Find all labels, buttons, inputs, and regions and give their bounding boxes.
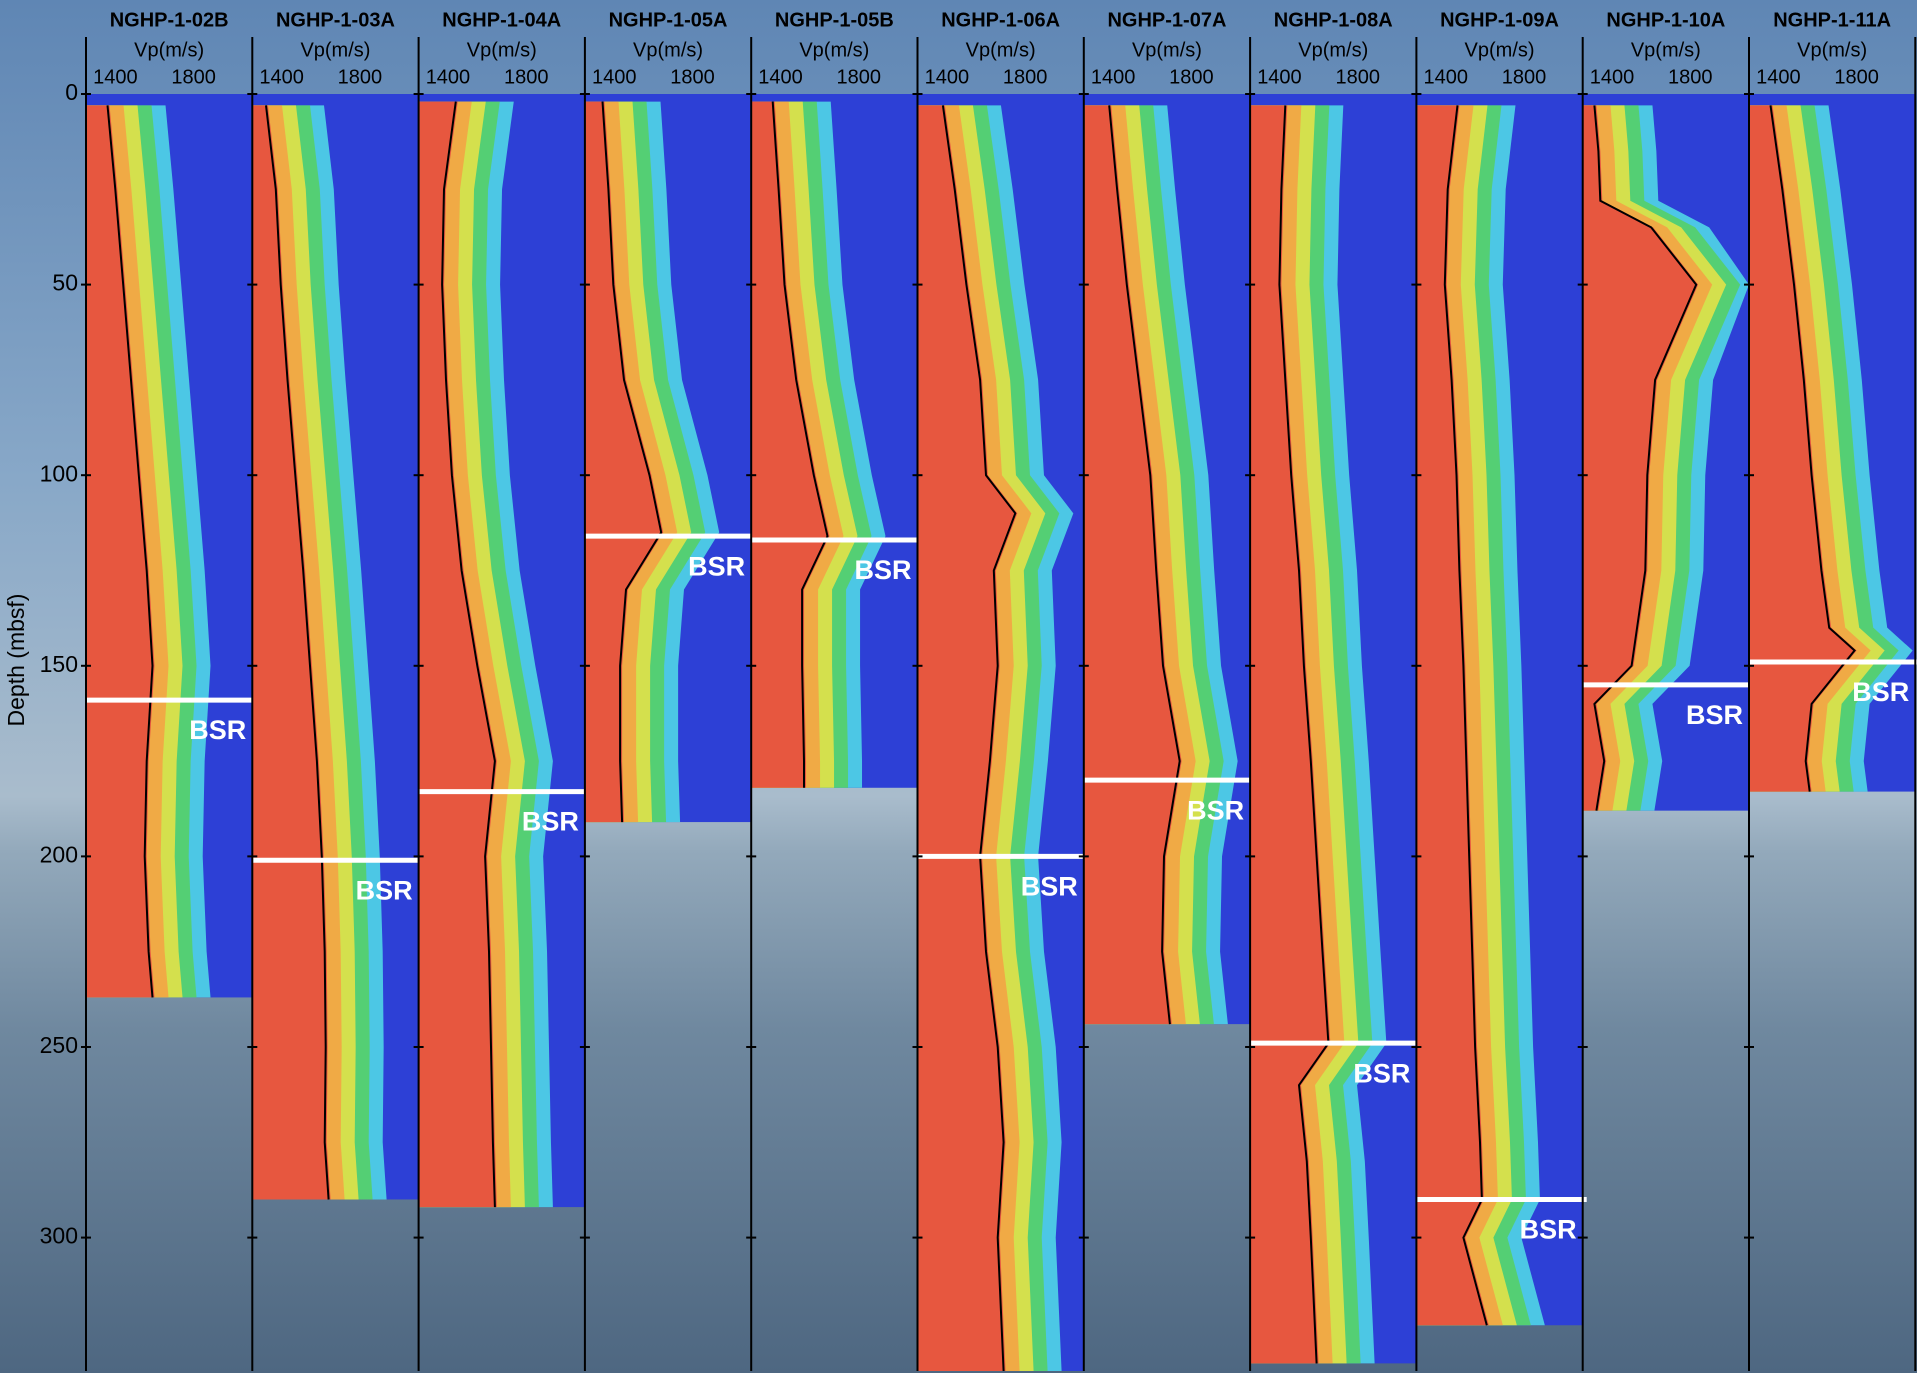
velocity-line (1108, 105, 1181, 1025)
velocity-line (1443, 105, 1488, 1326)
panel-title: NGHP-1-08A (1274, 9, 1393, 31)
x-axis-label: Vp(m/s) (966, 39, 1036, 61)
y-tick-label: 300 (40, 1223, 78, 1249)
x-axis-label: Vp(m/s) (134, 39, 204, 61)
y-tick-label: 250 (40, 1032, 78, 1058)
panel-title: NGHP-1-11A (1773, 9, 1891, 31)
x-tick-label: 1800 (1335, 66, 1380, 88)
x-tick-label: 1800 (670, 66, 715, 88)
velocity-line (941, 105, 1017, 1372)
bsr-label: BSR (1520, 1215, 1577, 1245)
x-tick-label: 1800 (1668, 66, 1713, 88)
velocity-band (252, 105, 331, 1200)
velocity-line (601, 101, 663, 823)
panel-title: NGHP-1-02B (110, 9, 229, 31)
velocity-line (1593, 105, 1698, 811)
y-tick-label: 200 (40, 841, 78, 867)
bsr-label: BSR (1187, 795, 1244, 825)
bsr-label: BSR (1021, 872, 1078, 902)
x-tick-label: 1400 (1091, 66, 1136, 88)
y-tick-label: 0 (65, 79, 78, 105)
velocity-line (1769, 105, 1856, 792)
x-tick-label: 1400 (758, 66, 803, 88)
x-tick-label: 1400 (259, 66, 304, 88)
velocity-band (418, 101, 497, 1208)
x-axis-label: Vp(m/s) (1132, 39, 1202, 61)
bsr-label: BSR (854, 555, 911, 585)
x-tick-label: 1800 (1003, 66, 1048, 88)
x-tick-label: 1400 (1423, 66, 1468, 88)
velocity-line (771, 101, 829, 788)
x-tick-label: 1400 (592, 66, 637, 88)
y-tick-label: 150 (40, 651, 78, 677)
velocity-line (265, 105, 330, 1200)
bsr-label: BSR (356, 875, 413, 905)
x-tick-label: 1800 (1834, 66, 1879, 88)
x-axis-label: Vp(m/s) (1631, 39, 1701, 61)
bsr-label: BSR (688, 551, 745, 581)
x-tick-label: 1800 (1169, 66, 1214, 88)
velocity-band (1416, 105, 1489, 1326)
panel-title: NGHP-1-03A (276, 9, 395, 31)
panel-title: NGHP-1-06A (941, 9, 1060, 31)
x-axis-label: Vp(m/s) (467, 39, 537, 61)
x-axis-label: Vp(m/s) (633, 39, 703, 61)
panel-title: NGHP-1-09A (1440, 9, 1559, 31)
x-axis-label: Vp(m/s) (1298, 39, 1368, 61)
velocity-line (441, 101, 496, 1208)
panel-title: NGHP-1-04A (442, 9, 561, 31)
panel-title: NGHP-1-07A (1107, 9, 1226, 31)
velocity-band (1083, 105, 1182, 1025)
x-tick-label: 1400 (1590, 66, 1635, 88)
x-tick-label: 1400 (426, 66, 471, 88)
bsr-label: BSR (1852, 677, 1909, 707)
velocity-band (1250, 105, 1331, 1364)
x-tick-label: 1800 (171, 66, 216, 88)
x-tick-label: 1400 (1756, 66, 1801, 88)
x-axis-label: Vp(m/s) (300, 39, 370, 61)
y-tick-label: 50 (52, 270, 78, 296)
x-tick-label: 1800 (1502, 66, 1547, 88)
velocity-band (751, 101, 830, 788)
bsr-label: BSR (1353, 1058, 1410, 1088)
velocity-band (1749, 105, 1857, 792)
velocity-band (86, 105, 155, 998)
bsr-label: BSR (189, 715, 246, 745)
velocity-band (917, 105, 1018, 1372)
velocity-line (106, 105, 154, 998)
x-tick-label: 1400 (1257, 66, 1302, 88)
x-axis-label: Vp(m/s) (799, 39, 869, 61)
x-axis-label: Vp(m/s) (1797, 39, 1867, 61)
panel-title: NGHP-1-10A (1606, 9, 1725, 31)
y-axis-label: Depth (mbsf) (3, 594, 29, 727)
bsr-label: BSR (1686, 700, 1743, 730)
velocity-line (1278, 105, 1330, 1364)
x-tick-label: 1400 (925, 66, 970, 88)
velocity-band (584, 101, 664, 823)
bsr-label: BSR (522, 807, 579, 837)
x-axis-label: Vp(m/s) (1465, 39, 1535, 61)
x-tick-label: 1800 (837, 66, 882, 88)
x-tick-label: 1400 (93, 66, 138, 88)
x-tick-label: 1800 (504, 66, 549, 88)
x-tick-label: 1800 (338, 66, 383, 88)
panel-title: NGHP-1-05A (609, 9, 728, 31)
panel-title: NGHP-1-05B (775, 9, 894, 31)
y-tick-label: 100 (40, 460, 78, 486)
velocity-band (1582, 105, 1699, 811)
